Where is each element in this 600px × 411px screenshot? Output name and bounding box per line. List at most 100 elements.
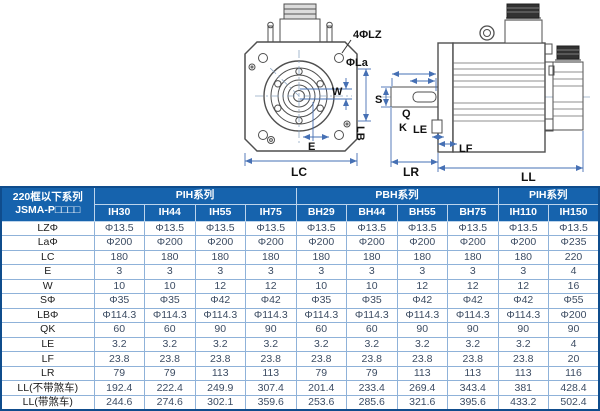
value-cell: 23.8 xyxy=(497,351,549,367)
dim-label-q: Q xyxy=(402,108,411,120)
row-label: QK xyxy=(0,322,95,338)
value-cell: 3.2 xyxy=(497,336,549,353)
value-cell: 3.2 xyxy=(93,336,145,353)
value-cell: 180 xyxy=(245,249,297,266)
row-label: W xyxy=(0,278,95,295)
value-cell: 90 xyxy=(497,322,549,338)
row-label: SΦ xyxy=(0,293,95,309)
value-cell: 3 xyxy=(497,264,549,280)
value-cell: Φ114.3 xyxy=(295,307,347,324)
side-view xyxy=(382,3,590,153)
value-cell: 244.6 xyxy=(93,394,145,411)
model-header-row: IH30 IH44 IH55 IH75 BH29 BH44 BH55 BH75 IH110 IH1… xyxy=(1,203,600,222)
row-label: LBΦ xyxy=(0,307,95,324)
value-cell: 90 xyxy=(245,322,297,338)
model-header: IH44 xyxy=(144,203,196,222)
value-cell: 79 xyxy=(144,365,196,382)
value-cell: Φ114.3 xyxy=(93,307,145,324)
value-cell: Φ13.5 xyxy=(346,220,398,237)
value-cell: 3.2 xyxy=(396,336,448,353)
row-label: LaΦ xyxy=(0,235,95,251)
value-cell: 12 xyxy=(194,278,246,295)
series-header-row: 220框以下系列 JSMA-P□□□□ PIH系列 PBH系列 PIH系列 xyxy=(0,186,600,222)
flange-key-step xyxy=(431,119,443,134)
value-cell: 502.4 xyxy=(548,394,600,411)
dim-label-s: S xyxy=(375,94,382,106)
value-cell: Φ114.3 xyxy=(447,307,499,324)
value-cell: 3.2 xyxy=(447,336,499,353)
value-cell: 23.8 xyxy=(93,351,145,367)
dim-label-ll: LL xyxy=(521,170,536,184)
row-label: LZΦ xyxy=(0,220,95,237)
eyebolt xyxy=(479,25,495,41)
dim-label-lc: LC xyxy=(291,165,307,179)
value-cell: Φ114.3 xyxy=(194,307,246,324)
front-centerlines xyxy=(255,50,352,146)
value-cell: 60 xyxy=(144,322,196,338)
value-cell: Φ35 xyxy=(346,293,398,309)
dim-label-4lz: 4ΦLZ xyxy=(353,29,382,41)
value-cell: Φ13.5 xyxy=(194,220,246,237)
table-row: LF 23.8 23.8 23.8 23.8 23.8 23.8 23.8 23.8 23.8 20 xyxy=(0,351,600,367)
value-cell: 10 xyxy=(346,278,398,295)
value-cell: 90 xyxy=(447,322,499,338)
cooling-fins xyxy=(453,62,545,122)
value-cell: 343.4 xyxy=(447,380,499,396)
dim-label-lb: LB xyxy=(354,126,366,141)
value-cell: 3 xyxy=(93,264,145,280)
value-cell: 253.6 xyxy=(295,394,347,411)
row-label: LC xyxy=(0,249,95,266)
value-cell: Φ42 xyxy=(194,293,246,309)
value-cell: 180 xyxy=(346,249,398,266)
value-cell: 60 xyxy=(346,322,398,338)
table-row: QK 60 60 90 90 60 60 90 90 90 90 xyxy=(0,322,600,338)
value-cell: Φ13.5 xyxy=(548,220,600,237)
series-group-header: PBH系列 xyxy=(295,186,499,205)
value-cell: 23.8 xyxy=(396,351,448,367)
model-header: IH30 xyxy=(93,203,145,222)
value-cell: 180 xyxy=(93,249,145,266)
value-cell: 4 xyxy=(548,264,600,280)
value-cell: Φ42 xyxy=(447,293,499,309)
value-cell: Φ42 xyxy=(245,293,297,309)
value-cell: 113 xyxy=(245,365,297,382)
value-cell: 113 xyxy=(447,365,499,382)
mount-pin-left xyxy=(267,25,274,43)
table-row: LZΦ Φ13.5 Φ13.5 Φ13.5 Φ13.5 Φ13.5 Φ13.5 Φ13.5 Φ1… xyxy=(0,220,600,237)
series-group-header: PIH系列 xyxy=(497,186,600,205)
dimension-table: 220框以下系列 JSMA-P□□□□ PIH系列 PBH系列 PIH系列 IH30… xyxy=(0,186,600,411)
value-cell: Φ42 xyxy=(396,293,448,309)
body-tab-bottom xyxy=(544,118,554,132)
value-cell: Φ200 xyxy=(245,235,297,251)
value-cell: Φ200 xyxy=(548,307,600,324)
value-cell: Φ13.5 xyxy=(447,220,499,237)
value-cell: 321.6 xyxy=(396,394,448,411)
value-cell: 12 xyxy=(497,278,549,295)
value-cell: Φ13.5 xyxy=(93,220,145,237)
dim-label-w: W xyxy=(332,86,343,98)
value-cell: 3.2 xyxy=(194,336,246,353)
row-label: LL(不带煞车) xyxy=(0,380,95,396)
value-cell: 222.4 xyxy=(144,380,196,396)
drawing-area: 4ΦLZ ΦLa LB W E LC S Q K LE LF LR LL xyxy=(0,0,600,186)
model-header: IH150 xyxy=(548,203,600,222)
value-cell: 3.2 xyxy=(245,336,297,353)
value-cell: 3 xyxy=(447,264,499,280)
value-cell: 428.4 xyxy=(548,380,600,396)
mount-pin-right-head xyxy=(326,21,333,29)
value-cell: 10 xyxy=(295,278,347,295)
value-cell: Φ35 xyxy=(144,293,196,309)
value-cell: Φ114.3 xyxy=(245,307,297,324)
table-row: LL(不带煞车) 192.4 222.4 249.9 307.4 201.4 233.4 26… xyxy=(0,380,600,396)
dim-label-lf: LF xyxy=(459,143,473,155)
value-cell: 220 xyxy=(548,249,600,266)
side-dimensions xyxy=(381,71,584,172)
motor-body xyxy=(452,42,546,153)
row-label: LL(带煞车) xyxy=(0,394,95,411)
value-cell: 3 xyxy=(245,264,297,280)
value-cell: Φ13.5 xyxy=(245,220,297,237)
value-cell: 113 xyxy=(194,365,246,382)
value-cell: Φ13.5 xyxy=(396,220,448,237)
value-cell: 90 xyxy=(194,322,246,338)
